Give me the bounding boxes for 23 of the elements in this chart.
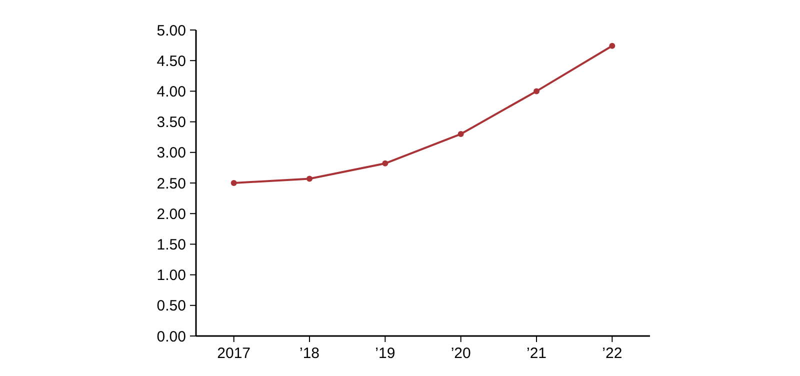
y-tick-label: 1.50 bbox=[156, 236, 186, 254]
x-tick-label: ’21 bbox=[526, 345, 547, 362]
point bbox=[382, 160, 388, 166]
y-tick-label: 3.00 bbox=[156, 144, 186, 162]
x-tick-label: 2017 bbox=[217, 345, 251, 362]
point bbox=[458, 131, 464, 138]
x-tick-label: ’19 bbox=[375, 345, 396, 362]
point bbox=[609, 42, 616, 49]
point bbox=[230, 180, 237, 186]
x-tick-label: ’22 bbox=[602, 345, 622, 362]
y-tick-label: 4.50 bbox=[156, 52, 186, 70]
y-tick-label: 2.50 bbox=[156, 175, 186, 192]
x-tick-label: ’18 bbox=[299, 345, 320, 362]
point bbox=[534, 88, 540, 94]
x-tick-label: ’20 bbox=[450, 345, 471, 362]
y-tick-label: 1.00 bbox=[156, 267, 186, 284]
y-tick-label: 5.00 bbox=[156, 22, 186, 40]
y-tick-label: 3.50 bbox=[156, 114, 186, 132]
y-tick-label: 0.00 bbox=[156, 328, 186, 346]
y-tick-label: 4.00 bbox=[156, 83, 186, 100]
y-tick-label: 0.50 bbox=[156, 298, 186, 315]
point bbox=[306, 176, 312, 182]
y-tick-label: 2.00 bbox=[156, 206, 186, 223]
